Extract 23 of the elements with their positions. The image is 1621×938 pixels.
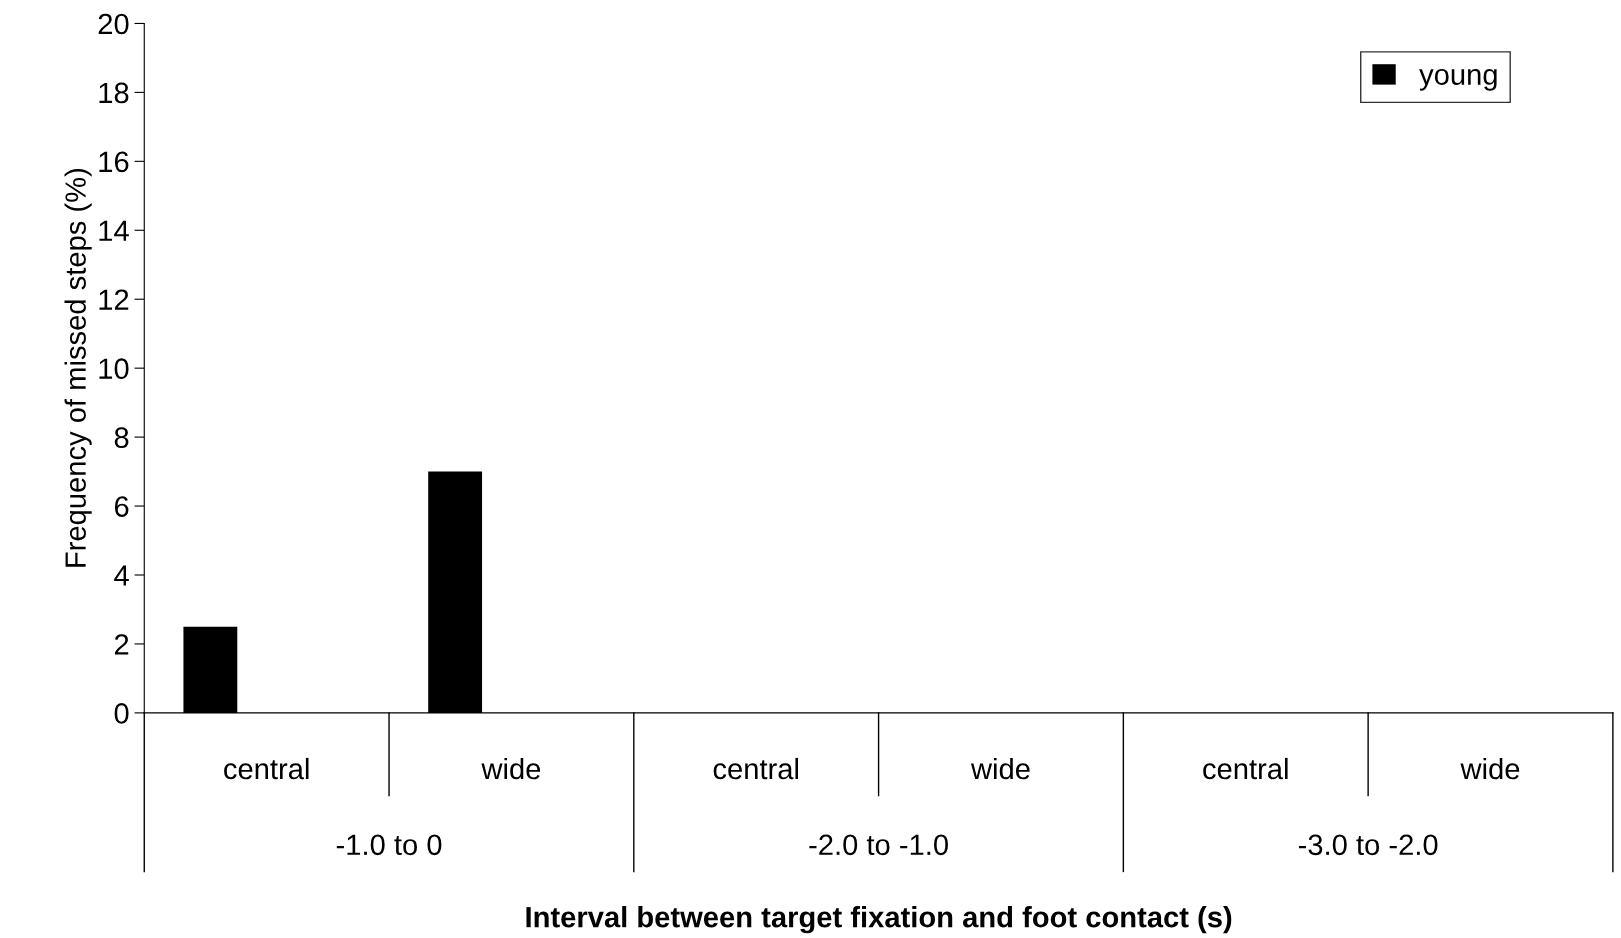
text: -2.0 to -1.0 (809, 834, 948, 856)
text: -3.0 to -2.0 (1298, 834, 1438, 856)
y-tick-label: 6 (114, 496, 129, 517)
x-tick-label: wide (481, 757, 541, 780)
x-tick-label: central (1203, 757, 1288, 780)
y-tick-label: 12 (99, 289, 129, 310)
x-tick-label: central (224, 757, 309, 780)
y-tick-label: 14 (99, 220, 129, 241)
y-tick-label: 4 (114, 565, 129, 586)
x-tick-label: central (713, 757, 799, 780)
x-axis-title: Interval between target fixation and foot contact (s) (526, 906, 1232, 934)
x-tick-label: wide (1460, 757, 1520, 780)
y-tick-label: 10 (99, 358, 129, 380)
text: -1.0 to 0 (336, 834, 442, 856)
x-tick-label: wide (970, 757, 1030, 780)
y-tick-label: 16 (99, 151, 129, 173)
y-tick-label: 20 (98, 13, 129, 35)
y-tick-label: 0 (114, 703, 129, 724)
y-tick-label: 8 (114, 427, 129, 448)
y-tick-label: 18 (99, 82, 129, 104)
y-tick-label: 2 (114, 634, 129, 655)
y-axis-title: Frequency of missed steps (%) (64, 168, 92, 567)
legend-label: young (1419, 68, 1497, 91)
